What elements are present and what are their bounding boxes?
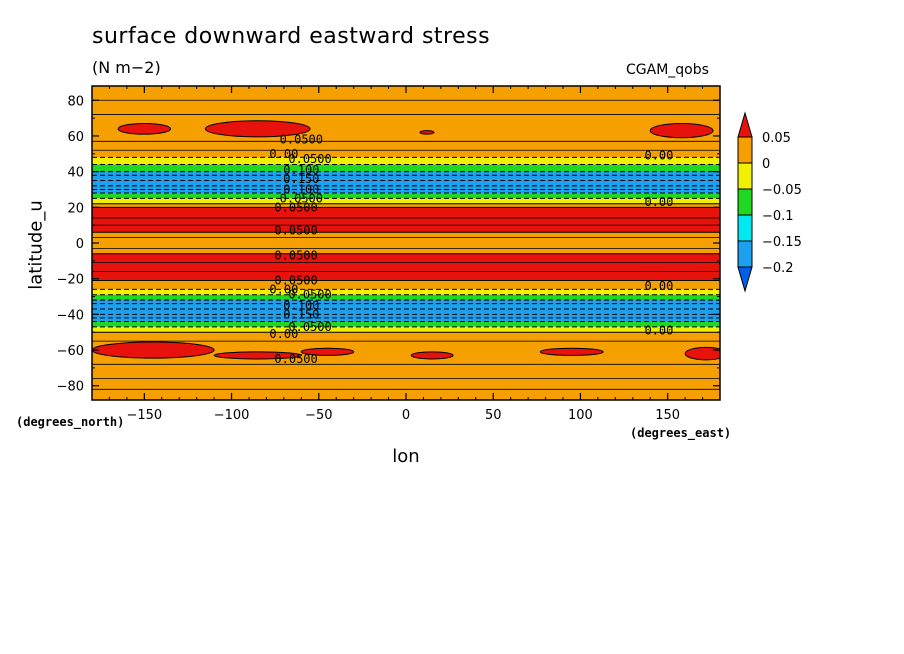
x-axis-units: (degrees_east) <box>630 426 732 440</box>
colorbar-label: −0.15 <box>762 235 802 250</box>
y-tick-label: 80 <box>67 94 84 109</box>
colorbar-label: 0.05 <box>762 131 791 146</box>
zonal-band <box>92 321 720 327</box>
zonal-band <box>92 326 720 333</box>
contour-label: 0.00 <box>269 282 298 296</box>
colorbar-segment <box>737 136 753 164</box>
zonal-band <box>92 294 720 301</box>
x-tick-label: −150 <box>126 408 162 423</box>
zonal-band <box>92 280 720 290</box>
local-maximum <box>410 351 454 360</box>
x-tick-label: −50 <box>305 408 332 423</box>
zonal-band <box>92 332 720 400</box>
colorbar-triangle-bottom <box>737 266 753 293</box>
contour-label: 0.100 <box>283 163 319 177</box>
local-maximum <box>684 346 720 361</box>
zonal-band <box>92 193 720 199</box>
colorbar-label: −0.05 <box>762 183 802 198</box>
colorbar-triangle-top <box>737 111 753 138</box>
contour-label: 0.00 <box>644 195 673 209</box>
y-axis-units: (degrees_north) <box>16 415 125 429</box>
contour-label: 0.0500 <box>288 152 331 166</box>
zonal-band <box>92 171 720 194</box>
x-axis-label: lon <box>392 446 420 467</box>
x-tick-label: 0 <box>402 408 410 423</box>
local-maximum <box>213 351 302 360</box>
zonal-band <box>92 164 720 172</box>
y-tick-label: 0 <box>76 237 84 252</box>
contour-label: 0.0500 <box>274 352 317 366</box>
chart-units: (N m−2) <box>92 58 161 77</box>
x-tick-label: −100 <box>214 408 250 423</box>
local-maximum <box>539 347 604 356</box>
chart-title: surface downward eastward stress <box>92 24 491 49</box>
y-tick-label: −40 <box>57 308 84 323</box>
contour-label: 0.100 <box>283 182 319 196</box>
x-tick-label: 150 <box>655 408 680 423</box>
colorbar-label: −0.2 <box>762 261 794 276</box>
contour-label: 0.150 <box>283 307 319 321</box>
local-maximum <box>204 120 311 138</box>
zonal-band <box>92 157 720 165</box>
contour-label: 0.0500 <box>288 320 331 334</box>
contour-label: 0.0500 <box>274 224 317 238</box>
contour-label: 0.00 <box>644 279 673 293</box>
colorbar-label: −0.1 <box>762 209 794 224</box>
local-maximum <box>649 122 714 139</box>
y-tick-label: 40 <box>67 166 84 181</box>
zonal-band <box>92 207 720 233</box>
local-maximum <box>92 341 215 359</box>
local-maximum <box>117 122 171 135</box>
zonal-band <box>92 86 720 158</box>
contour-label: 0.0500 <box>280 133 323 147</box>
contour-label: 0.0500 <box>288 288 331 302</box>
contour-label: 0.00 <box>644 149 673 163</box>
x-tick-label: 50 <box>485 408 502 423</box>
y-tick-label: −20 <box>57 273 84 288</box>
contour-label: 0.0500 <box>274 200 317 214</box>
colorbar-segment <box>737 162 753 190</box>
y-tick-label: −80 <box>57 380 84 395</box>
colorbar-segment <box>737 240 753 268</box>
contour-label: 0.0500 <box>274 248 317 262</box>
zonal-band <box>92 232 720 254</box>
y-tick-label: −60 <box>57 344 84 359</box>
contour-label: 0.100 <box>283 298 319 312</box>
local-maximum <box>300 347 355 356</box>
contour-label: 0.150 <box>283 172 319 186</box>
colorbar-label: 0 <box>762 157 770 172</box>
contour-label: 0.00 <box>269 327 298 341</box>
y-tick-label: 60 <box>67 130 84 145</box>
contour-label: 0.0500 <box>274 273 317 287</box>
dataset-label: CGAM_qobs <box>626 62 709 78</box>
zonal-band <box>92 253 720 281</box>
zonal-band <box>92 289 720 295</box>
contour-label: 0.00 <box>644 323 673 337</box>
contour-label: 0.0500 <box>280 191 323 205</box>
zonal-band <box>92 300 720 322</box>
x-tick-label: 100 <box>568 408 593 423</box>
zonal-band <box>92 203 720 208</box>
colorbar-segment <box>737 188 753 216</box>
y-tick-label: 20 <box>67 201 84 216</box>
contour-label: 0.00 <box>269 147 298 161</box>
zonal-band <box>92 198 720 204</box>
colorbar-segment <box>737 214 753 242</box>
local-maximum <box>419 130 435 135</box>
